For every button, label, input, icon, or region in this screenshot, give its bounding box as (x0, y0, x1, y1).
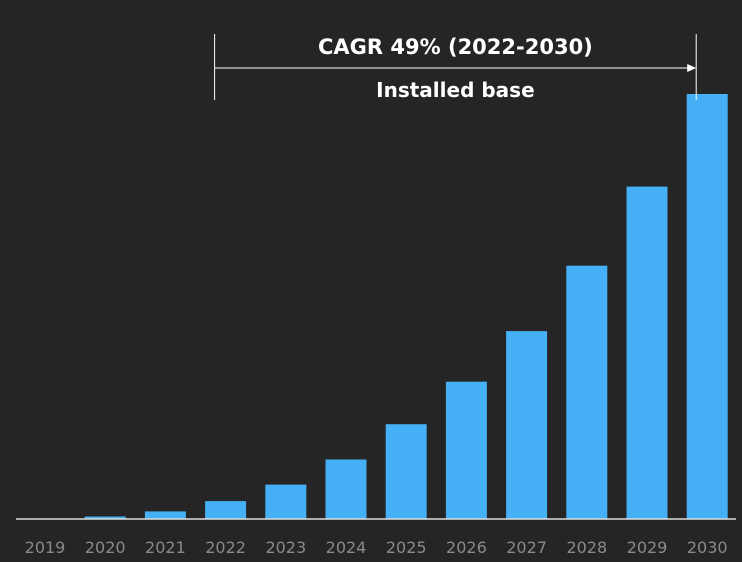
bar-2029 (626, 186, 668, 519)
bar-2023 (265, 484, 307, 519)
x-tick-label-2027: 2027 (506, 538, 547, 557)
x-tick-label-2024: 2024 (326, 538, 367, 557)
bar-2025 (385, 424, 427, 519)
bar-2021 (144, 511, 186, 520)
x-tick-label-2030: 2030 (687, 538, 728, 557)
bars-group (84, 94, 728, 520)
bar-2027 (506, 331, 548, 519)
bar-2030 (686, 94, 728, 519)
x-tick-label-2026: 2026 (446, 538, 487, 557)
bar-2024 (325, 459, 367, 519)
x-tick-label-2020: 2020 (85, 538, 126, 557)
bar-2028 (566, 265, 608, 519)
x-tick-label-2028: 2028 (566, 538, 607, 557)
x-tick-label-2022: 2022 (205, 538, 246, 557)
x-tick-label-2019: 2019 (25, 538, 66, 557)
bar-2020 (84, 516, 126, 520)
x-tick-label-2025: 2025 (386, 538, 427, 557)
annotation-title: CAGR 49% (2022-2030) (318, 35, 593, 59)
x-tick-label-2023: 2023 (265, 538, 306, 557)
x-tick-labels: 2019 2020 2021 2022 2023 2024 2025 2026 2027 2028… (25, 538, 728, 557)
bar-2022 (205, 501, 247, 519)
x-tick-label-2021: 2021 (145, 538, 186, 557)
annotation-arrowhead (687, 64, 697, 72)
cagr-annotation: CAGR 49% (2022-2030) Installed base (214, 34, 697, 102)
bar-2026 (445, 381, 487, 519)
x-tick-label-2029: 2029 (627, 538, 668, 557)
annotation-subtitle: Installed base (376, 78, 534, 102)
